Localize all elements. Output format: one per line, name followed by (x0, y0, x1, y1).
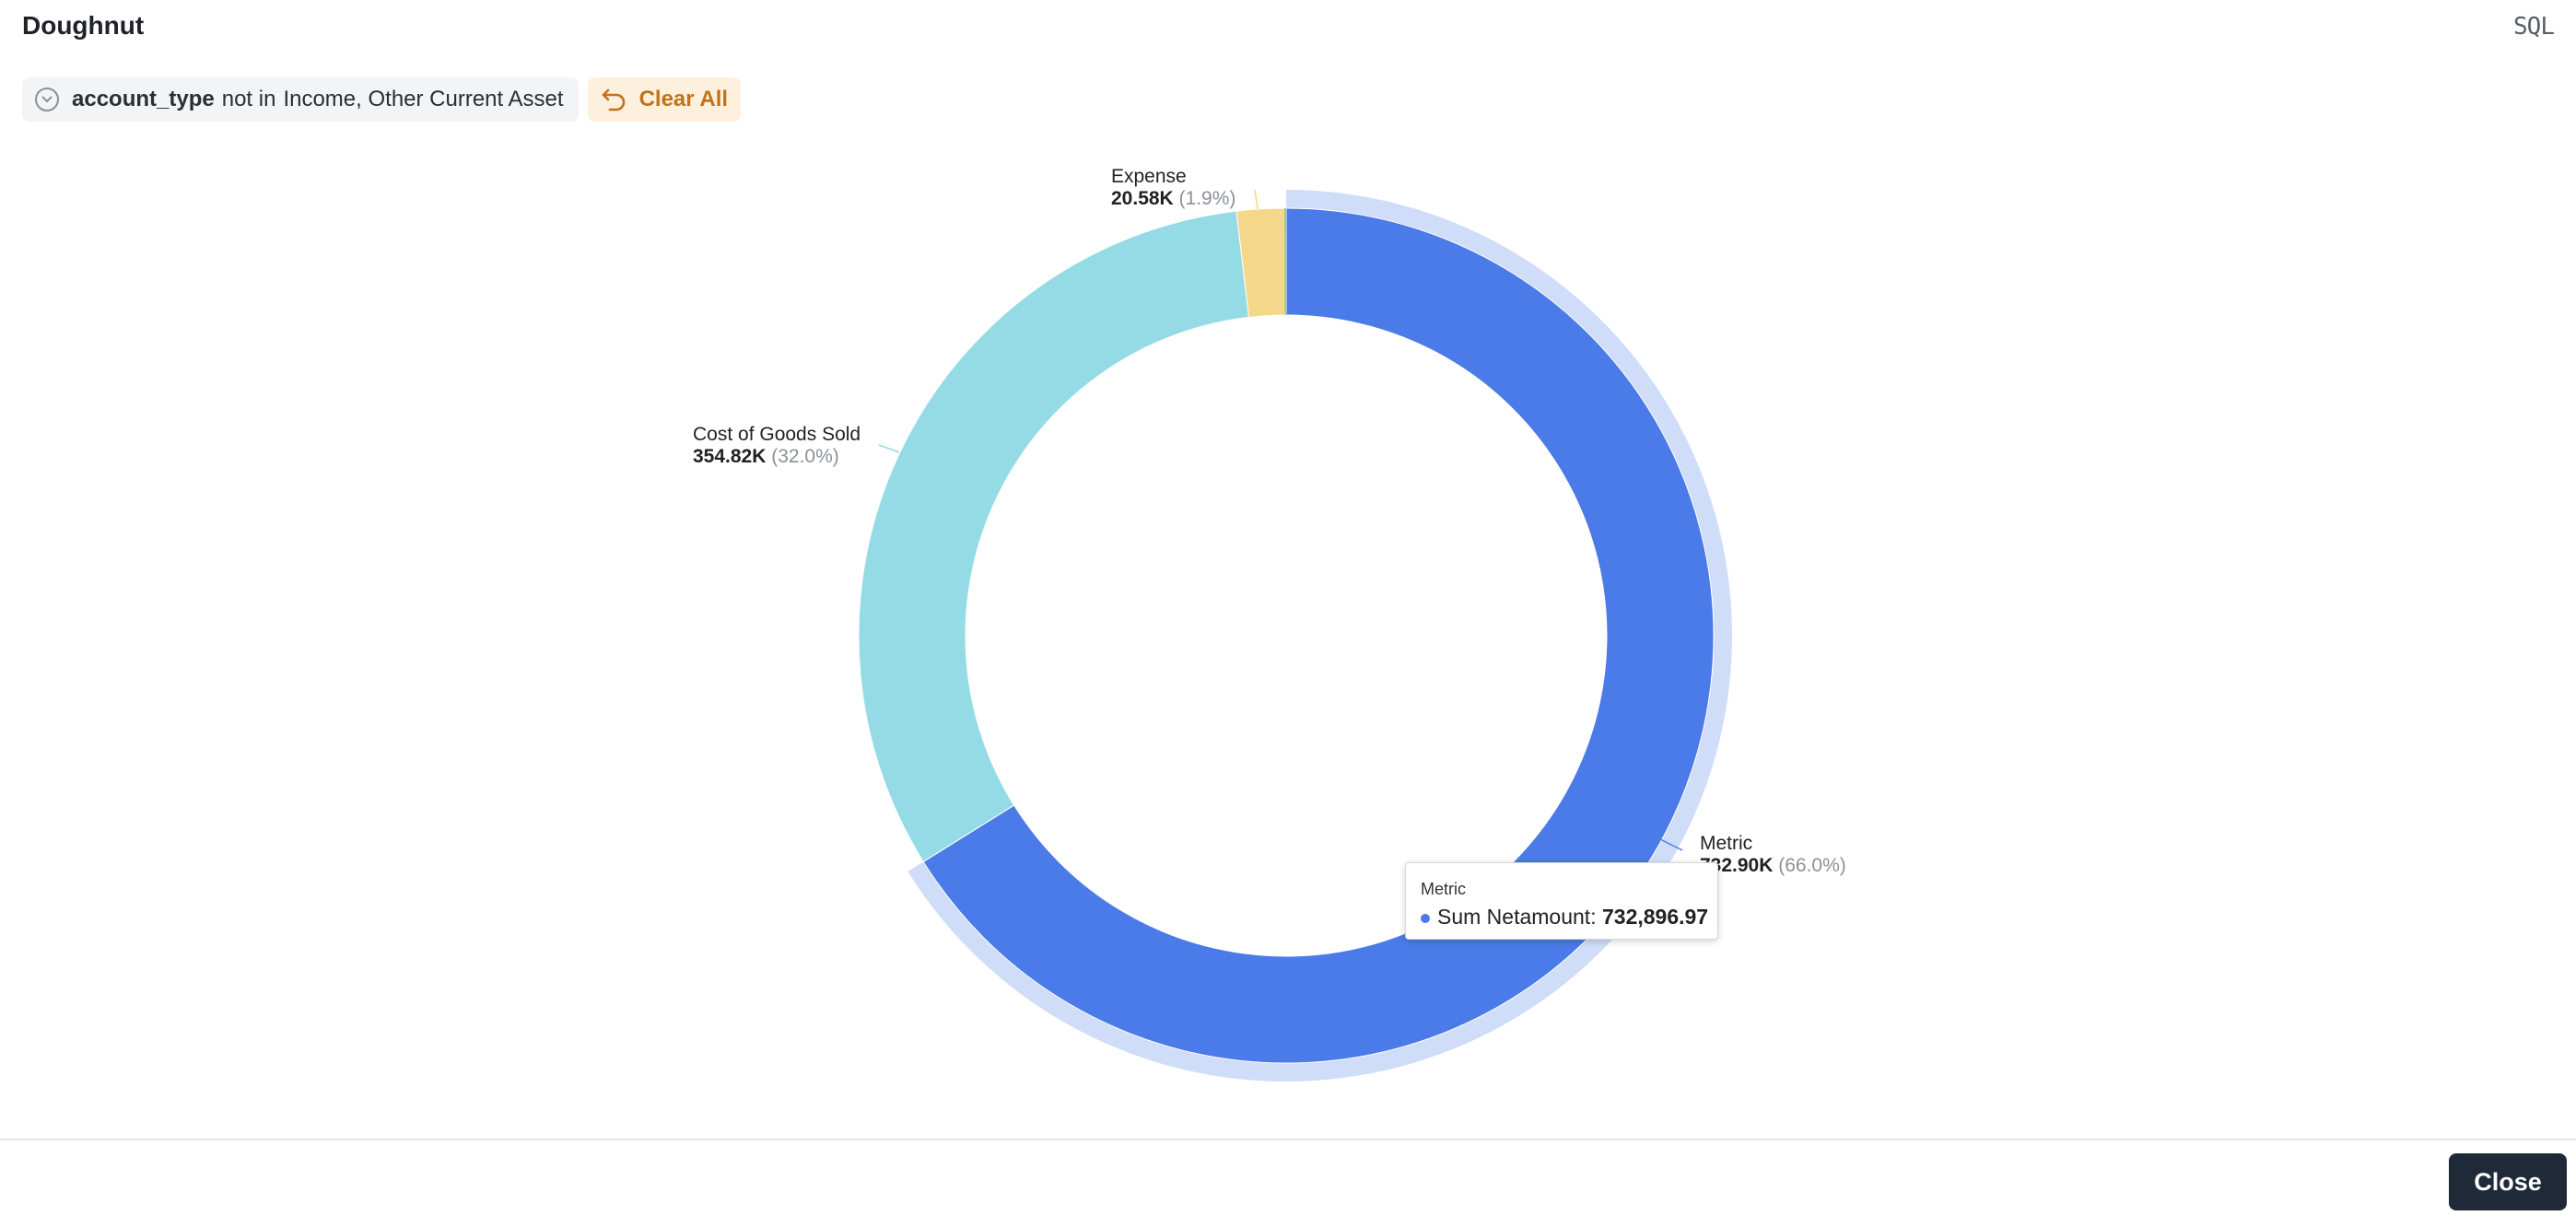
slice-value-label: 20.58K (1.9%) (1111, 188, 1235, 209)
filter-bar: account_type not in Income, Other Curren… (22, 77, 742, 122)
filter-operator: not in (221, 87, 276, 111)
slice-metric[interactable] (922, 207, 1715, 1064)
footer-divider (0, 1139, 2576, 1140)
chevron-down-icon[interactable] (35, 88, 59, 111)
slice-cost-of-goods-sold[interactable] (858, 210, 1250, 863)
tooltip-series-dot (1421, 913, 1430, 923)
filter-chip[interactable]: account_type not in Income, Other Curren… (22, 77, 579, 122)
tooltip-series-label: Sum Netamount: (1437, 905, 1597, 929)
slice-value-label: 354.82K (32.0%) (693, 446, 839, 467)
label-line-0 (1657, 837, 1683, 851)
slice-other (1284, 208, 1286, 316)
tooltip-value: 732,896.97 (1601, 905, 1709, 929)
slice-label: Expense (1111, 166, 1187, 187)
sql-button[interactable]: SQL (2513, 13, 2555, 41)
filter-values: Income, Other Current Asset (283, 87, 564, 111)
label-line-2 (1254, 189, 1259, 210)
label-line-1 (878, 444, 900, 453)
slice-label: Cost of Goods Sold (693, 424, 861, 445)
slice-value-label: 732.90K (66.0%) (1700, 855, 1846, 876)
clear-all-button[interactable]: Clear All (587, 77, 742, 122)
chart-tooltip: Metric Sum Netamount: 732,896.97 (1405, 862, 1718, 940)
page-title: Doughnut (22, 11, 145, 40)
clear-all-label: Clear All (638, 87, 729, 111)
tooltip-row: Sum Netamount: 732,896.97 (1421, 905, 1717, 930)
slice-label: Metric (1700, 833, 1752, 854)
undo-icon (602, 88, 625, 111)
chart-area: Metric 732.90K (66.0%) Cost of Goods Sold 3… (0, 138, 2576, 1133)
close-button[interactable]: Close (2449, 1153, 2567, 1210)
tooltip-title: Metric (1421, 880, 1466, 898)
filter-field: account_type (72, 87, 215, 111)
